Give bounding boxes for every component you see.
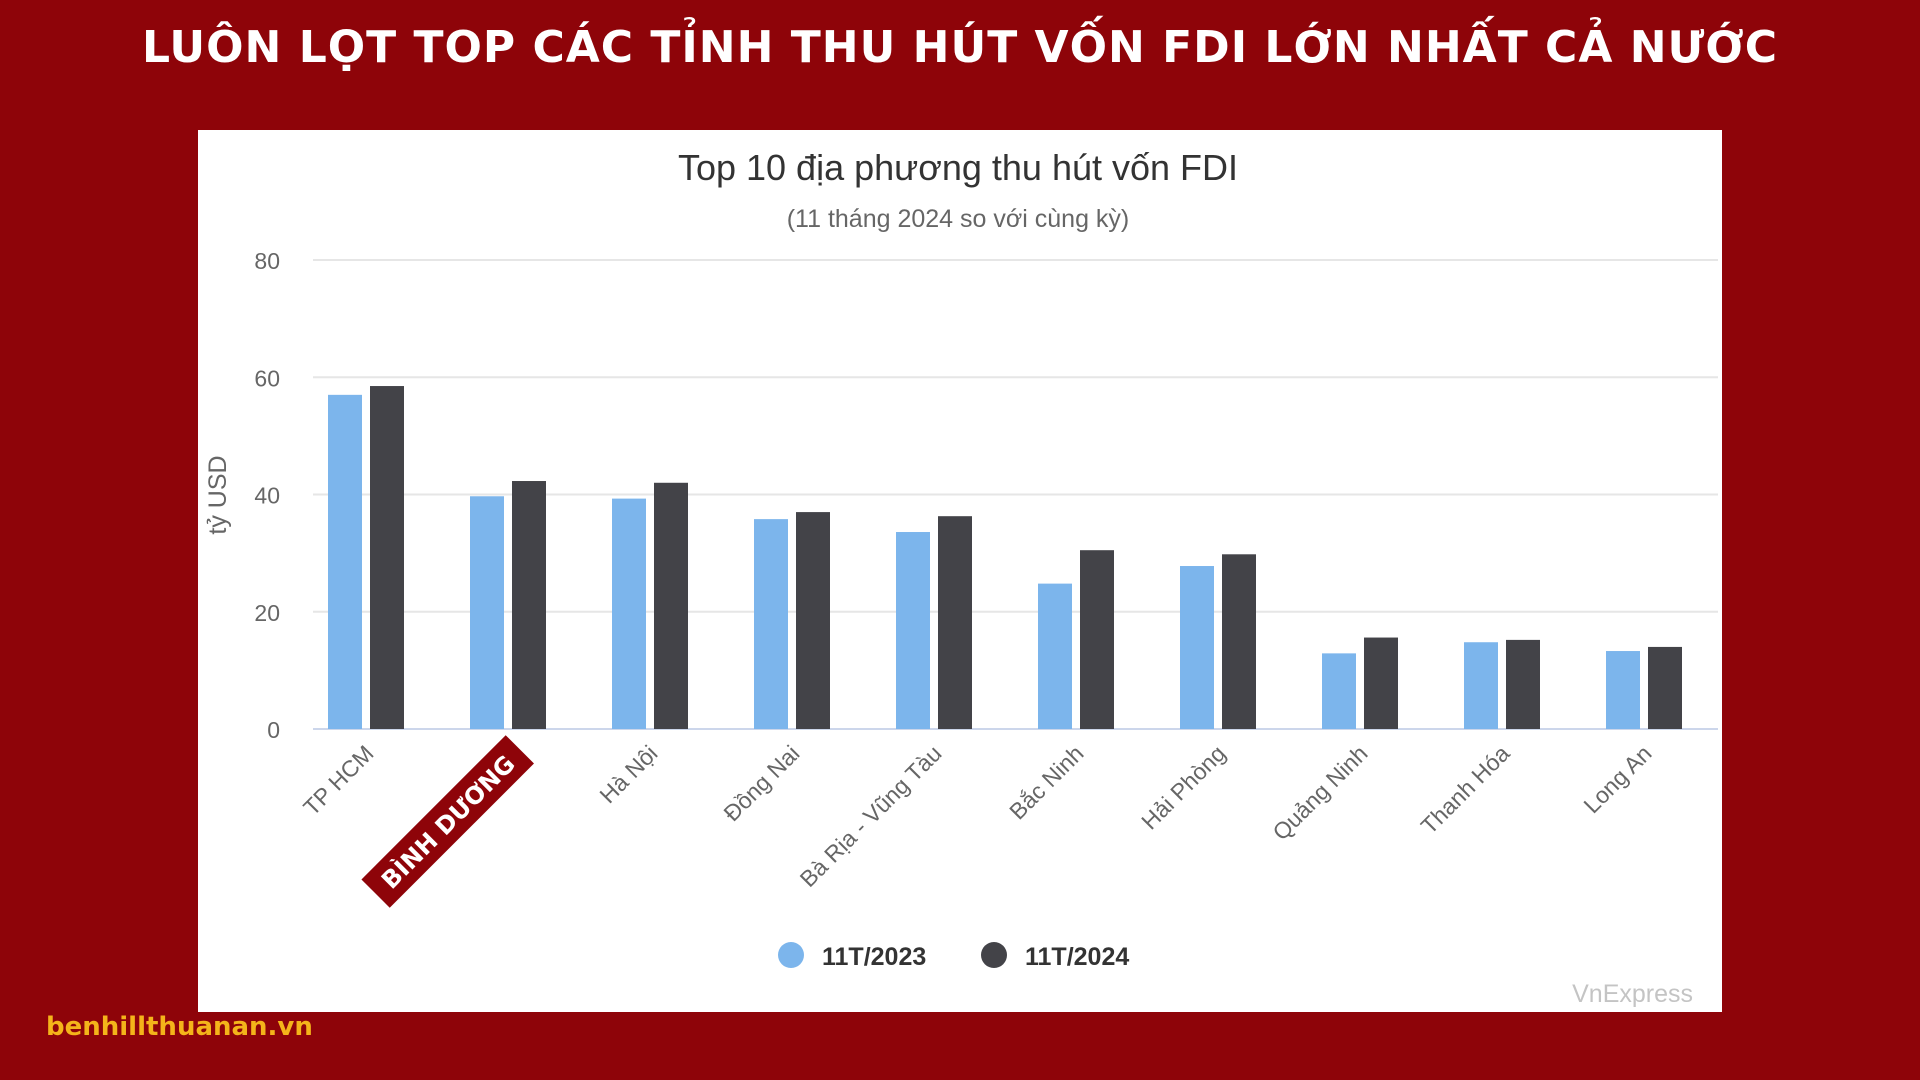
y-tick-label: 60: [254, 365, 280, 391]
bar-2024: [512, 481, 546, 729]
bar-2023: [754, 519, 788, 729]
bar-2024: [654, 482, 688, 729]
bar-chart: Top 10 địa phương thu hút vốn FDI (11 th…: [204, 147, 1718, 1008]
bar-2024: [370, 386, 404, 729]
source-credit: VnExpress: [1572, 980, 1693, 1008]
x-tick-label: Long An: [1578, 740, 1656, 818]
y-tick-label: 20: [254, 600, 280, 626]
bar-2023: [328, 394, 362, 729]
bar-2023: [1322, 653, 1356, 729]
x-tick-label: Quảng Ninh: [1267, 740, 1372, 845]
legend: 11T/2023 11T/2024: [778, 942, 1129, 971]
y-tick-label: 0: [267, 717, 280, 743]
legend-label: 11T/2024: [1025, 943, 1129, 971]
bar-2024: [1080, 550, 1114, 729]
x-tick-label: TP HCM: [298, 740, 378, 820]
bar-2024: [796, 512, 830, 729]
bar-2023: [1180, 566, 1214, 729]
bars-group: [328, 386, 1682, 729]
bar-2023: [1464, 642, 1498, 729]
legend-marker: [981, 942, 1007, 968]
legend-marker: [778, 942, 804, 968]
bar-2024: [938, 516, 972, 729]
bar-2024: [1222, 554, 1256, 729]
y-tick-label: 40: [254, 483, 280, 509]
y-axis-title: tỷ USD: [204, 455, 232, 534]
y-tick-label: 80: [254, 248, 280, 274]
bar-2023: [896, 532, 930, 729]
x-tick-label: Bắc Ninh: [1004, 740, 1088, 824]
bar-2023: [1606, 651, 1640, 729]
legend-label: 11T/2023: [822, 943, 926, 971]
banner-title: LUÔN LỌT TOP CÁC TỈNH THU HÚT VỐN FDI LỚ…: [141, 22, 1779, 73]
bar-2024: [1648, 646, 1682, 729]
x-tick-label-highlighted: BÌNH DƯƠNG: [361, 735, 534, 908]
bar-2023: [470, 496, 504, 729]
x-tick-label: Hà Nội: [594, 740, 662, 808]
x-tick-label: Bà Rịa - Vũng Tàu: [795, 740, 947, 892]
x-tick-label: Đồng Nai: [718, 740, 804, 826]
bar-2023: [612, 498, 646, 729]
bar-2024: [1364, 637, 1398, 729]
chart-subtitle: (11 tháng 2024 so với cùng kỳ): [787, 205, 1130, 233]
x-tick-label: Hải Phòng: [1136, 740, 1230, 834]
website-footer: benhillthuanan.vn: [46, 1012, 313, 1042]
bar-2024: [1506, 639, 1540, 729]
highlight-badge: [361, 735, 534, 908]
chart-title: Top 10 địa phương thu hút vốn FDI: [678, 147, 1238, 188]
chart-card: Top 10 địa phương thu hút vốn FDI (11 th…: [198, 130, 1722, 1012]
bar-2023: [1038, 583, 1072, 729]
x-tick-label: BÌNH DƯƠNG: [375, 749, 520, 894]
x-tick-label: Thanh Hóa: [1416, 740, 1515, 839]
